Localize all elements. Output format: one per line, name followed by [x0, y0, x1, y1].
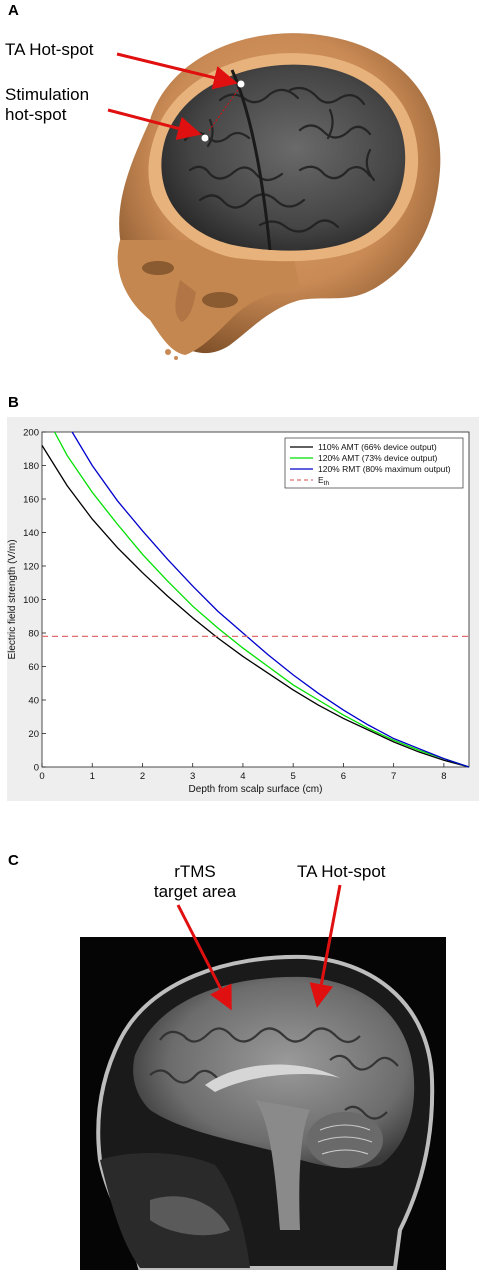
stim-hotspot-dot [201, 134, 209, 142]
y-tick-label: 180 [23, 461, 39, 472]
mri-gyri [149, 1027, 399, 1120]
y-tick-label: 100 [23, 595, 39, 606]
x-tick-label: 2 [140, 771, 145, 782]
legend-label-0: 110% AMT (66% device output) [318, 442, 437, 452]
cerebellum-folia [317, 1124, 373, 1155]
legend-label-2: 120% RMT (80% maximum output) [318, 464, 451, 474]
panel-b-letter: B [8, 394, 19, 411]
drip-2 [174, 356, 178, 360]
panel-a-letter: A [8, 2, 19, 19]
brainstem [255, 1100, 310, 1230]
stim-hotspot-label-1: Stimulation [5, 85, 90, 104]
y-axis-label: Electric field strength (V/m) [7, 539, 18, 659]
panel-c-letter: C [8, 852, 19, 869]
stim-hotspot-label-2: hot-spot [5, 105, 67, 124]
ta-hotspot-label-c: TA Hot-spot [297, 862, 386, 881]
y-tick-label: 140 [23, 528, 39, 539]
y-tick-label: 60 [28, 662, 39, 673]
x-tick-label: 6 [341, 771, 346, 782]
legend-label-3: Eth [318, 475, 329, 487]
ta-hotspot-arrow [116, 52, 238, 90]
head-brain-rendering [107, 33, 441, 360]
rtms-target-arrow [176, 904, 232, 1011]
right-eye [202, 292, 238, 308]
x-tick-label: 0 [39, 771, 44, 782]
x-tick-label: 5 [291, 771, 296, 782]
corpus-callosum [205, 1064, 340, 1092]
ta-hotspot-dot [237, 80, 245, 88]
series-line-0 [41, 445, 470, 768]
x-tick-label: 7 [391, 771, 396, 782]
legend-label-1: 120% AMT (73% device output) [318, 453, 438, 463]
series-line-1 [53, 431, 470, 768]
y-tick-label: 120 [23, 562, 39, 573]
brain [161, 64, 406, 251]
series-line-2 [71, 431, 470, 768]
x-tick-label: 1 [90, 771, 95, 782]
y-tick-label: 200 [23, 428, 39, 439]
y-tick-label: 80 [28, 629, 39, 640]
y-tick-label: 160 [23, 495, 39, 506]
drip-1 [165, 349, 171, 355]
rtms-label-1: rTMS [174, 862, 216, 881]
nose [175, 280, 196, 322]
stim-hotspot-arrow [107, 108, 202, 141]
legend-box [284, 437, 464, 489]
y-tick-label: 40 [28, 696, 39, 707]
ta-hotspot-label: TA Hot-spot [5, 40, 94, 59]
x-tick-label: 3 [190, 771, 195, 782]
y-tick-label: 20 [28, 729, 39, 740]
rtms-label-2: target area [153, 882, 237, 901]
ta-hotspot-arrow-c [309, 884, 342, 1008]
x-axis-label: Depth from scalp surface (cm) [189, 784, 323, 795]
left-eye [142, 261, 174, 275]
tongue [150, 1196, 230, 1236]
x-tick-label: 4 [240, 771, 245, 782]
y-tick-label: 0 [34, 763, 39, 774]
hotspot-connector [207, 89, 239, 133]
cerebellum [307, 1112, 383, 1168]
x-tick-label: 8 [441, 771, 446, 782]
